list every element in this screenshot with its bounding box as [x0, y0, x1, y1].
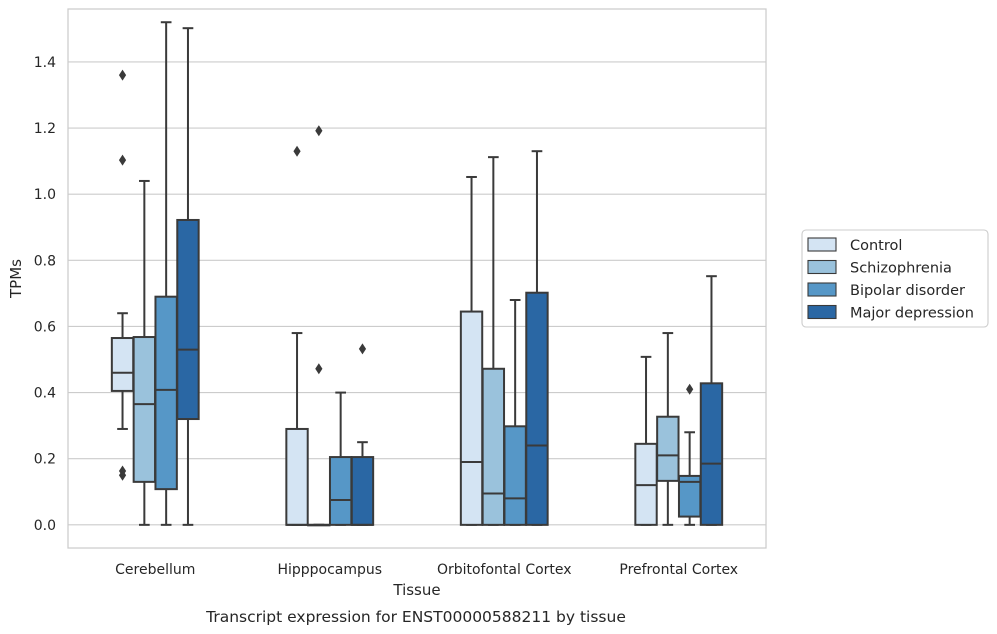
- outlier-point: [293, 145, 301, 157]
- y-tick-label: 0.8: [34, 253, 56, 269]
- box-iqr: [154, 295, 178, 491]
- outlier-point: [118, 154, 127, 166]
- chart-caption: Transcript expression for ENST0000058821…: [205, 608, 626, 626]
- box-major-depression: [350, 343, 375, 526]
- legend-label: Schizophrenia: [850, 261, 952, 277]
- legend-label: Control: [850, 238, 902, 254]
- legend-swatch: [807, 259, 837, 275]
- x-tick-label: Cerebellum: [115, 562, 195, 578]
- box-schizophrenia: [132, 179, 157, 526]
- y-tick-label: 1.0: [34, 187, 56, 203]
- box-bipolar-disorder: [328, 391, 353, 526]
- y-tick-label: 0.2: [34, 452, 56, 468]
- box-bipolar-disorder: [677, 383, 702, 526]
- box-iqr: [503, 425, 527, 526]
- legend-swatch: [807, 304, 837, 320]
- legend: Control Schizophrenia Bipolar disorder Majo…: [801, 229, 989, 328]
- outlier-point: [686, 383, 694, 395]
- box-iqr: [350, 456, 375, 526]
- outlier-point: [118, 69, 127, 81]
- outlier-point: [315, 125, 323, 137]
- box-iqr: [176, 218, 200, 421]
- box-iqr: [525, 291, 549, 526]
- outlier-point: [358, 343, 367, 355]
- y-tick-label: 1.4: [34, 55, 56, 71]
- y-tick-label: 0.4: [34, 386, 56, 402]
- y-tick-label: 0.6: [34, 319, 56, 335]
- box-iqr: [132, 336, 157, 483]
- box-bipolar-disorder: [503, 298, 527, 526]
- box-plot-series: [110, 21, 724, 527]
- legend-label: Major depression: [850, 306, 974, 322]
- y-tick-label: 0.0: [34, 518, 56, 534]
- legend-label: Bipolar disorder: [850, 283, 965, 299]
- box-iqr: [110, 337, 135, 392]
- box-iqr: [328, 456, 353, 526]
- plot-frame: [67, 8, 767, 549]
- legend-frame: [801, 229, 989, 328]
- x-tick-label: Hipppocampus: [277, 562, 382, 578]
- x-axis-title: Tissue: [392, 581, 440, 599]
- box-control: [634, 355, 658, 526]
- box-iqr: [481, 367, 506, 526]
- x-axis-ticks: Cerebellum Hipppocampus Orbitofontal Corte…: [115, 562, 738, 578]
- box-iqr: [459, 310, 484, 526]
- box-schizophrenia: [307, 125, 331, 527]
- box-bipolar-disorder: [154, 21, 178, 526]
- box-major-depression: [699, 275, 724, 526]
- y-axis-ticks: 0.0 0.2 0.4 0.6 0.8 1.0 1.2 1.4: [34, 55, 56, 534]
- box-iqr: [656, 415, 680, 482]
- outlier-point: [315, 363, 323, 375]
- legend-swatch: [807, 282, 837, 297]
- x-tick-label: Orbitofontal Cortex: [437, 562, 572, 578]
- y-tick-label: 1.2: [34, 121, 56, 137]
- box-iqr: [699, 382, 724, 526]
- box-schizophrenia: [656, 332, 680, 526]
- box-control: [110, 69, 135, 481]
- box-major-depression: [176, 27, 200, 526]
- box-control: [285, 145, 309, 526]
- legend-swatch: [807, 237, 837, 252]
- y-axis-title: TPMs: [7, 259, 25, 299]
- box-control: [459, 175, 484, 526]
- outlier-point: [118, 465, 127, 477]
- box-major-depression: [525, 150, 549, 526]
- box-schizophrenia: [481, 156, 506, 526]
- x-tick-label: Prefrontal Cortex: [619, 562, 738, 578]
- box-iqr: [285, 427, 309, 526]
